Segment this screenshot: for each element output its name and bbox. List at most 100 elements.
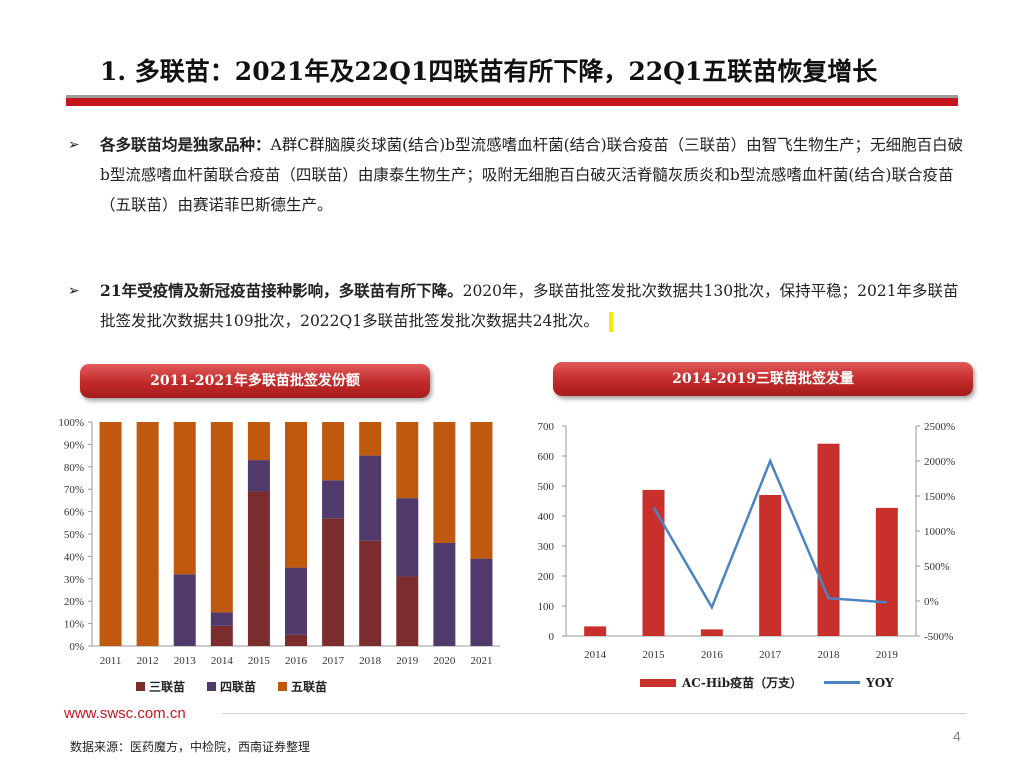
legend-swatch [207,682,217,691]
chart1-bar-segment [322,518,345,646]
chart1-bar-segment [470,422,493,559]
chart1-bar-segment [285,567,307,635]
chart1-x-tick-label: 2018 [359,655,382,667]
chart2-left-tick-label: 200 [538,571,555,583]
chart2-left-tick-label: 600 [538,451,555,463]
chart1-x-tick-label: 2021 [470,655,492,667]
chart2-right-tick-label: -500% [924,631,953,643]
chart1-y-tick-label: 90% [64,439,84,451]
chart2-left-tick-label: 300 [538,541,555,553]
chart1-y-tick-label: 50% [64,529,84,541]
chart2-right-tick-label: 1000% [924,526,955,538]
chart1-y-tick-label: 10% [64,619,84,631]
chart1-bar-segment [285,634,307,646]
chart1-y-tick-label: 40% [64,551,84,563]
source-note: 数据来源：医药魔方，中检院，西南证券整理 [70,740,311,754]
bullet-body: 2020年，多联苗批签发批次数据共130批次，保持平稳；2021年多联苗批签发批… [100,282,959,330]
chart2-bar [817,443,840,636]
chart1-x-tick-label: 2013 [174,655,197,667]
bullet-lead: 21年受疫情及新冠疫苗接种影响，多联苗有所下降。 [100,281,463,300]
chart2-bar [875,507,898,636]
chart2-left-tick-label: 100 [538,601,555,613]
chart1-bar-segment [359,422,382,456]
chart2-bar [642,489,665,636]
chart2-yoy-line [652,457,887,611]
chart1-x-tick-label: 2014 [211,655,234,667]
chart1-bar-segment [396,576,419,646]
chart1-y-tick-label: 80% [64,462,84,474]
chart2-x-tick-label: 2014 [584,649,607,661]
chart2-left-tick-label: 0 [549,631,555,643]
chart1-bar-segment [247,422,270,461]
chart1-bar-segment [359,455,382,541]
chart1-bar-segment [470,558,493,646]
chart1-bar-segment [433,422,456,543]
chart1-bar-segment [396,498,419,577]
chart1-x-tick-label: 2015 [248,655,271,667]
chart2-bar [584,626,607,636]
chart1-bar-segment [285,422,307,568]
legend-swatch [640,678,676,687]
legend-item: AC-Hib疫苗（万支） [640,674,802,691]
chart2-right-tick-label: 0% [924,596,939,608]
chart2-bar [759,495,782,636]
chart1-bar-segment [210,612,233,626]
chart2-right-tick-label: 500% [924,561,950,573]
chart2-x-tick-label: 2018 [818,649,841,661]
chart1-y-tick-label: 60% [64,507,84,519]
footer-rule [222,713,967,714]
legend-label: AC-Hib疫苗（万支） [682,676,803,690]
slide-title: 1. 多联苗：2021年及22Q1四联苗有所下降，22Q1五联苗恢复增长 [100,57,878,86]
chart1-bar-segment [396,422,419,499]
bullet-lead: 各多联苗均是独家品种： [100,135,271,154]
chart1-bar-segment [210,422,233,613]
chart2-legend: AC-Hib疫苗（万支） YOY [640,674,916,691]
title-rule [66,95,958,98]
chart2-left-tick-label: 700 [538,421,555,433]
chart2-bar-line: 0 100 200 300 400 500 600 700 -500% 0% 500% 1000% 15… [538,421,956,661]
chart1-bar-segment [433,542,456,646]
chart2-right-tick-label: 2000% [924,456,955,468]
bullet-covid-impact: ➢ 21年受疫情及新冠疫苗接种影响，多联苗有所下降。2020年，多联苗批签发批次… [66,276,966,336]
chart2-x-tick-label: 2015 [643,649,666,661]
bullet-body: A群C群脑膜炎球菌(结合)b型流感嗜血杆菌(结合)联合疫苗（三联苗）由智飞生物生… [100,136,964,214]
chart1-bar-segment [359,540,382,646]
legend-swatch [136,682,145,691]
legend-swatch [278,682,288,691]
legend-swatch [824,681,861,684]
chart1-title-banner: 2011-2021年多联苗批签发份额 [80,364,430,398]
chart2-left-tick-label: 400 [538,511,555,523]
legend-label: YOY [866,675,894,690]
chart1-x-tick-label: 2011 [100,655,122,667]
legend-item: 五联苗 [278,678,327,695]
chart2-right-tick-label: 2500% [924,421,955,433]
legend-item: YOY [824,676,894,690]
legend-label: 四联苗 [220,680,257,694]
chart1-bar-segment [247,460,270,492]
chart1-legend: 三联苗 四联苗 五联苗 [136,678,349,695]
chart2-title-banner: 2014-2019三联苗批签发量 [553,362,973,396]
chart2-left-tick-label: 500 [538,481,555,493]
bullet-text: 各多联苗均是独家品种：A群C群脑膜炎球菌(结合)b型流感嗜血杆菌(结合)联合疫苗… [100,130,966,220]
chart1-bar-segment [210,625,233,646]
chart1-y-tick-label: 0% [69,641,84,653]
page-number: 4 [953,728,961,744]
chart2-x-tick-label: 2016 [701,649,724,661]
highlight-marker [608,312,613,332]
bullet-exclusive-products: ➢ 各多联苗均是独家品种：A群C群脑膜炎球菌(结合)b型流感嗜血杆菌(结合)联合… [66,130,966,220]
legend-label: 五联苗 [291,680,328,694]
title-accent-bar [66,98,958,106]
chart1-bar-segment [173,422,196,575]
chart2-x-tick-label: 2017 [759,649,782,661]
chart1-stacked-bar: 0% 10% 20% 30% 40% 50% 60% 70% 80% 90% 100% 2011 201… [58,417,500,667]
chart1-y-tick-label: 30% [64,574,84,586]
legend-item: 四联苗 [207,678,256,695]
chart1-bar-segment [99,422,122,646]
chart1-x-tick-label: 2012 [137,655,159,667]
arrow-bullet-icon: ➢ [68,137,80,153]
legend-item: 三联苗 [136,678,185,695]
legend-label: 三联苗 [149,680,186,694]
chart1-bar-segment [173,574,196,646]
chart1-y-tick-label: 70% [64,484,84,496]
chart1-x-tick-label: 2017 [322,655,345,667]
